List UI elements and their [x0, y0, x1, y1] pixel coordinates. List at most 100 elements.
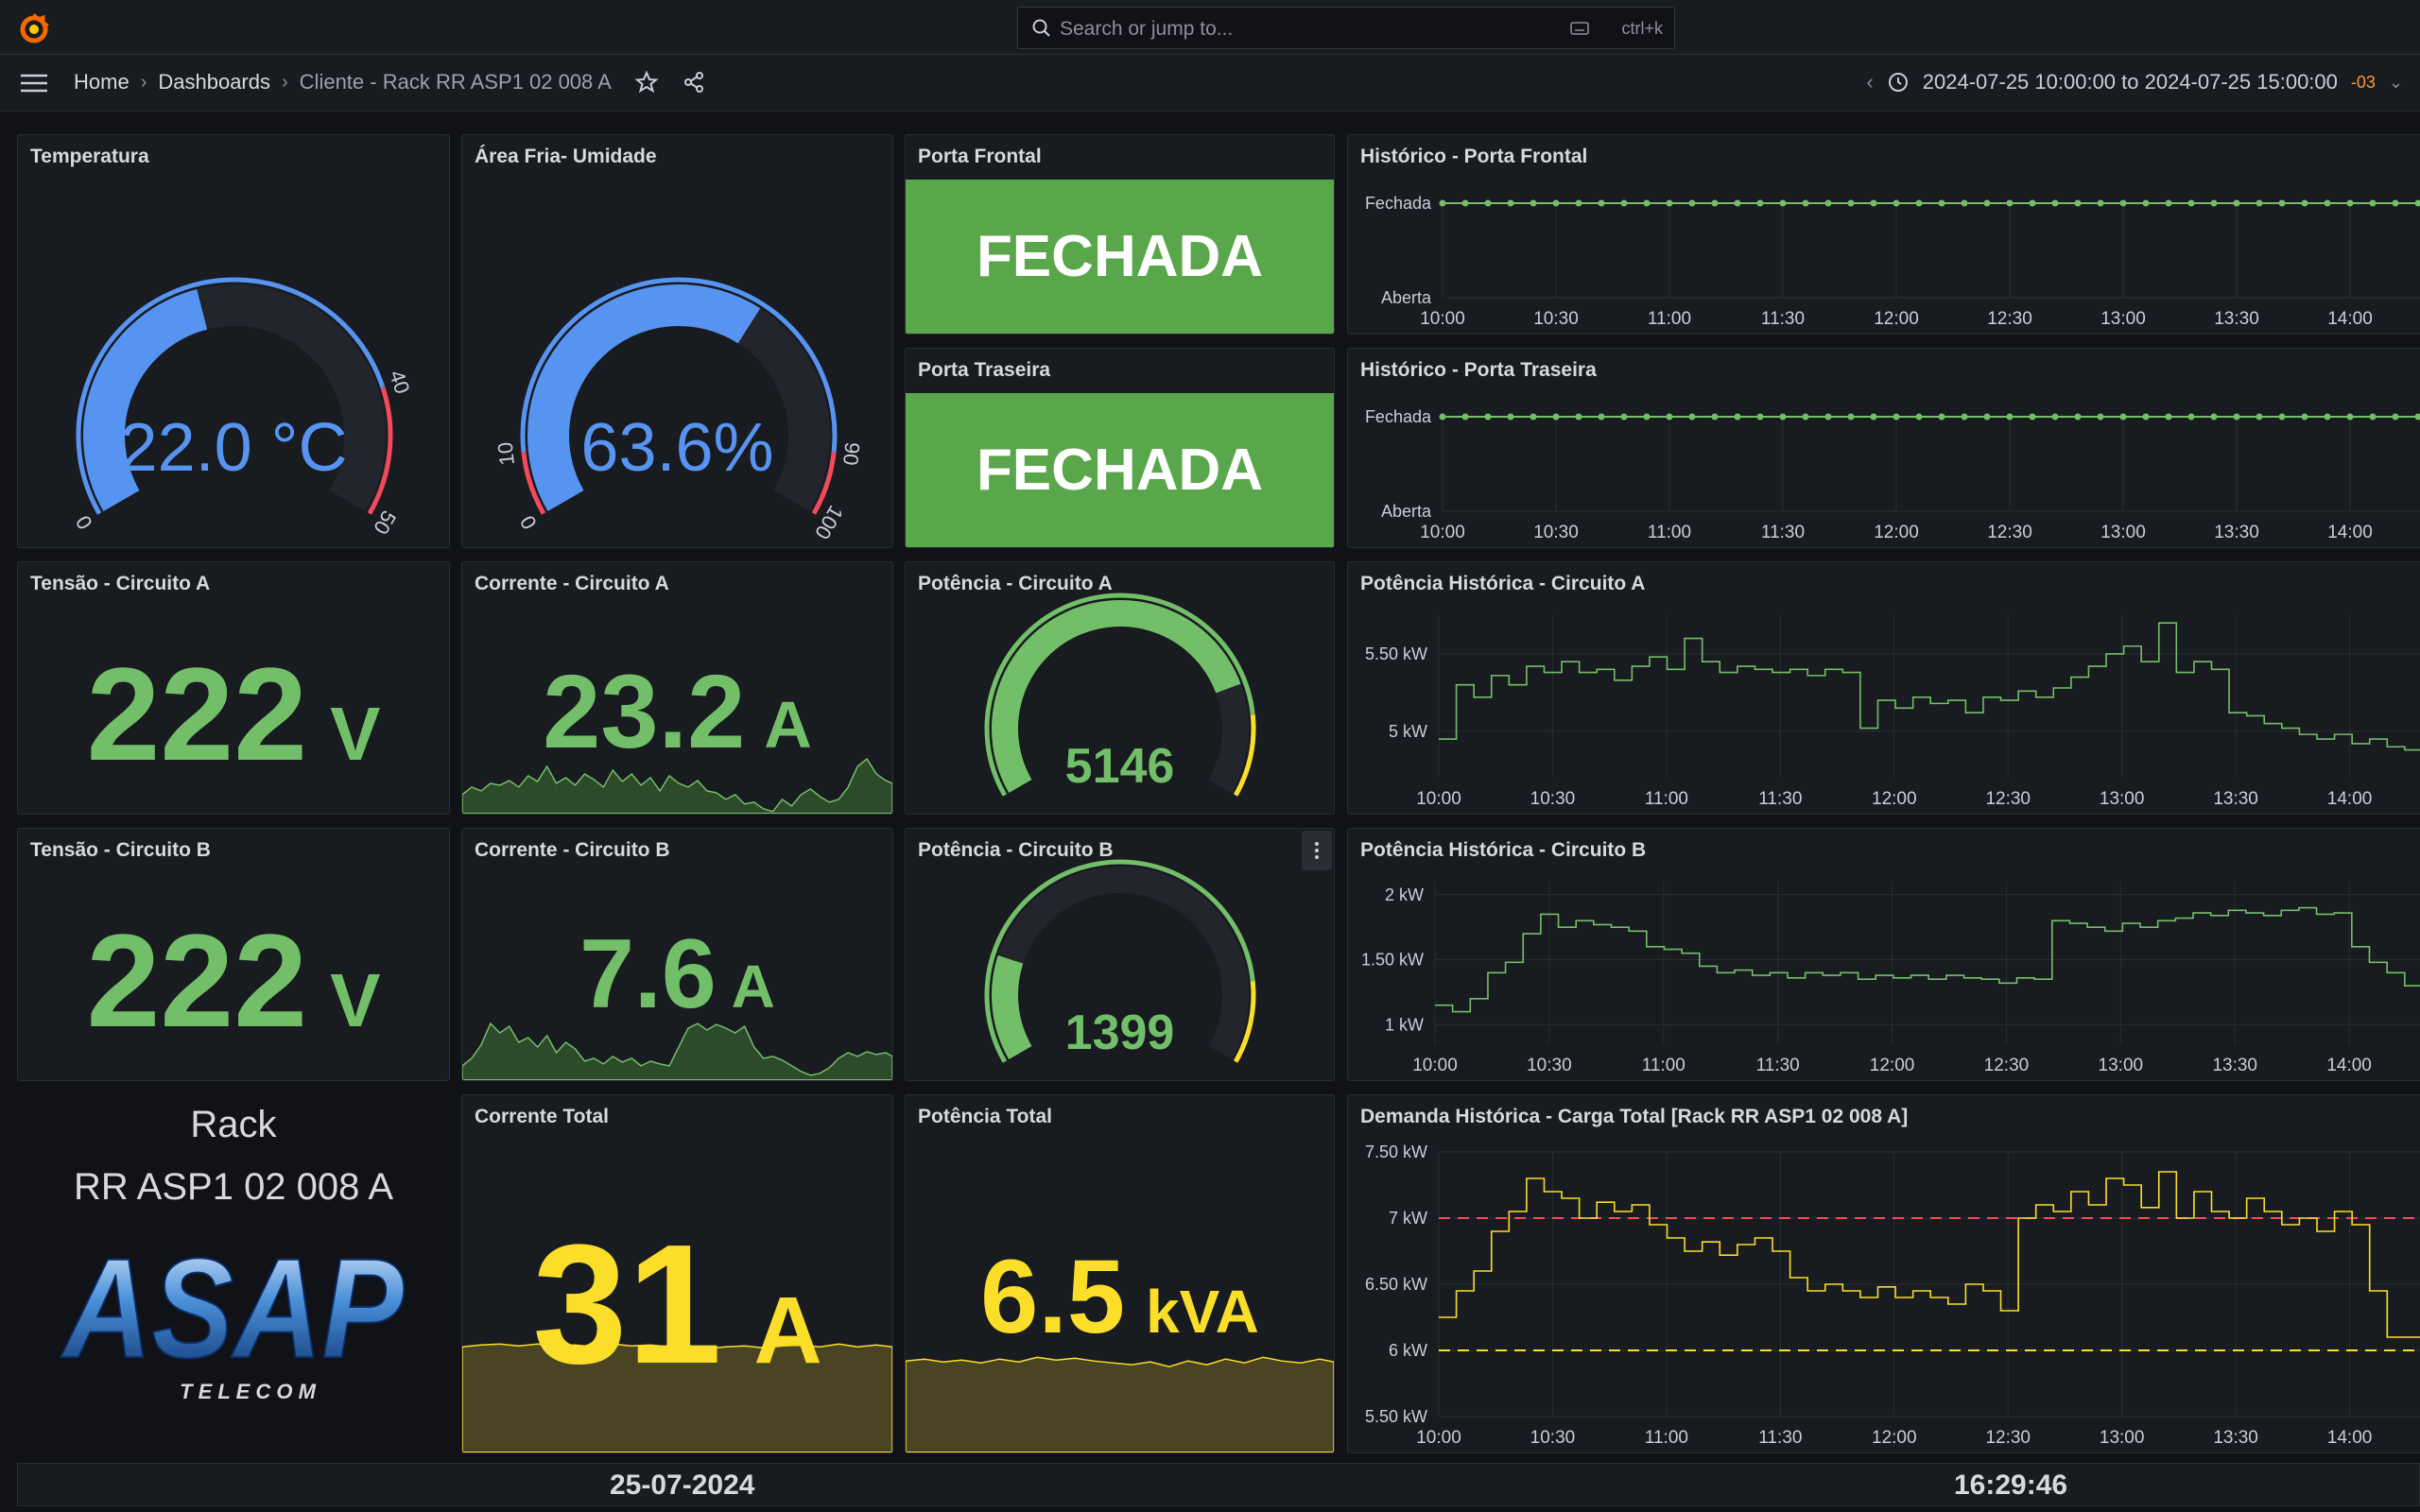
- breadcrumb: Home › Dashboards › Cliente - Rack RR AS…: [74, 70, 706, 94]
- y-tick-label: 1.50 kW: [1361, 951, 1424, 970]
- gauge-threshold-band: [811, 451, 837, 515]
- series-point: [2210, 413, 2218, 421]
- panel-title: Potência - Circuito A: [918, 573, 1113, 594]
- panel-corrente-total[interactable]: Corrente Total 31 A: [461, 1094, 893, 1453]
- panel-porta-traseira[interactable]: Porta Traseira FECHADA: [905, 348, 1335, 548]
- series-point: [1461, 199, 1469, 207]
- time-range-label: 2024-07-25 10:00:00 to 2024-07-25 15:00:…: [1922, 70, 2338, 94]
- panel-corrente-a[interactable]: Corrente - Circuito A 23.2 A: [461, 561, 893, 815]
- x-tick-label: 10:00: [1416, 789, 1461, 809]
- search-input[interactable]: Search or jump to... ctrl+k: [1017, 7, 1675, 49]
- series-point: [1802, 413, 1809, 421]
- breadcrumb-home[interactable]: Home: [74, 70, 130, 94]
- gauge-threshold-band: [1233, 714, 1256, 797]
- series-point: [1484, 199, 1492, 207]
- panel-historico-porta-traseira[interactable]: Histórico - Porta Traseira 10:00 10:30 11:…: [1347, 348, 2420, 548]
- series-point: [2187, 413, 2195, 421]
- star-icon[interactable]: [634, 70, 659, 94]
- panel-tensao-a[interactable]: Tensão - Circuito A 222 V: [17, 561, 450, 815]
- x-tick-label: 12:30: [1987, 523, 2032, 542]
- share-icon[interactable]: [682, 70, 706, 94]
- series-point: [2346, 413, 2354, 421]
- x-tick-label: 12:30: [1985, 789, 2031, 809]
- series-point: [1870, 199, 1877, 207]
- series-point: [2233, 413, 2240, 421]
- x-tick-label: 10:30: [1527, 1056, 1572, 1075]
- panel-title: Potência Histórica - Circuito A: [1360, 573, 1646, 594]
- panel-temperatura[interactable]: Temperatura 0 40 50 22.0 °C: [17, 134, 450, 548]
- panel-potencia-a[interactable]: Potência - Circuito A 5146: [905, 561, 1335, 815]
- series-point: [1915, 413, 1923, 421]
- panel-potencia-b[interactable]: Potência - Circuito B 1399: [905, 828, 1335, 1081]
- series-point: [1734, 199, 1741, 207]
- svg-text:ASAP: ASAP: [60, 1236, 405, 1387]
- panel-historico-porta-frontal[interactable]: Histórico - Porta Frontal 10:00 10:30 11:0…: [1347, 134, 2420, 335]
- series-point: [1575, 413, 1582, 421]
- series-point: [2233, 199, 2240, 207]
- x-tick-label: 13:00: [2100, 523, 2146, 542]
- time-range-picker[interactable]: ‹ 2024-07-25 10:00:00 to 2024-07-25 15:0…: [1866, 70, 2403, 94]
- hamburger-menu-icon[interactable]: [19, 72, 49, 94]
- voltage-b-value: 222 V: [86, 906, 381, 1055]
- door-front-history-chart: 10:00 10:30 11:00 11:30 12:00 12:30 13:00 13:30…: [1365, 194, 2420, 329]
- footer-bar: 25-07-2024 16:29:46: [17, 1463, 2420, 1506]
- series-point: [2119, 413, 2127, 421]
- x-tick-label: 14:00: [2327, 523, 2373, 542]
- panel-title: Histórico - Porta Frontal: [1360, 146, 1588, 167]
- chevron-down-icon[interactable]: ⌄: [2388, 72, 2403, 92]
- breadcrumb-dashboards[interactable]: Dashboards: [158, 70, 270, 94]
- panel-title: Potência Histórica - Circuito B: [1360, 839, 1647, 861]
- x-tick-label: 12:00: [1874, 523, 1919, 542]
- x-tick-label: 12:00: [1870, 1056, 1915, 1075]
- current-a-sparkline: [462, 757, 892, 814]
- x-tick-label: 13:30: [2214, 523, 2259, 542]
- x-tick-label: 12:00: [1874, 309, 1919, 329]
- series-point: [2097, 413, 2104, 421]
- series-point: [1779, 413, 1787, 421]
- panel-demanda-historica[interactable]: Demanda Histórica - Carga Total [Rack RR…: [1347, 1094, 2420, 1453]
- panel-potencia-historica-a[interactable]: Potência Histórica - Circuito A 10:00 10:…: [1347, 561, 2420, 815]
- x-tick-label: 10:00: [1420, 309, 1465, 329]
- chevron-left-icon[interactable]: ‹: [1866, 70, 1874, 94]
- series-point: [1938, 413, 1945, 421]
- series-point: [1756, 413, 1764, 421]
- series-point: [1530, 199, 1537, 207]
- panel-potencia-total[interactable]: Potência Total 6.5 kVA: [905, 1094, 1335, 1453]
- panel-menu-button[interactable]: [1302, 831, 1332, 870]
- panel-title: Corrente - Circuito A: [475, 573, 669, 594]
- humidity-value: 63.6%: [580, 410, 774, 486]
- series-point: [1734, 413, 1741, 421]
- gauge-tick-label: 10: [493, 441, 519, 467]
- total-current-sparkline: [462, 1343, 892, 1452]
- gauge-tick-label: 40: [385, 368, 414, 397]
- panel-umidade[interactable]: Área Fria- Umidade 0 10 90 100 63.6%: [461, 134, 893, 548]
- series-point: [2210, 199, 2218, 207]
- timezone-label: -03: [2350, 72, 2376, 92]
- x-tick-label: 10:00: [1416, 1428, 1461, 1448]
- panel-title: Tensão - Circuito B: [30, 839, 211, 861]
- power-a-history-chart: 10:00 10:30 11:00 11:30 12:00 12:30 13:00 13:30…: [1365, 615, 2420, 809]
- panel-title: Potência Total: [918, 1106, 1052, 1127]
- x-tick-label: 13:00: [2100, 309, 2146, 329]
- asap-telecom-logo: ASAP T E L E C O M: [60, 1236, 406, 1403]
- panel-corrente-b[interactable]: Corrente - Circuito B 7.6 A: [461, 828, 893, 1081]
- panel-potencia-historica-b[interactable]: Potência Histórica - Circuito B 10:00 10:…: [1347, 828, 2420, 1081]
- x-tick-label: 11:00: [1645, 1428, 1688, 1448]
- series-point: [1666, 413, 1673, 421]
- rack-label: Rack: [190, 1104, 277, 1145]
- x-tick-label: 10:30: [1530, 789, 1576, 809]
- panel-title: Histórico - Porta Traseira: [1360, 359, 1597, 381]
- y-tick-label: 6.50 kW: [1365, 1275, 1427, 1294]
- x-tick-label: 10:30: [1533, 523, 1579, 542]
- x-tick-label: 10:00: [1412, 1056, 1458, 1075]
- y-tick-label: Aberta: [1381, 502, 1432, 521]
- panel-title: Corrente Total: [475, 1106, 609, 1127]
- door-rear-history-chart: 10:00 10:30 11:00 11:30 12:00 12:30 13:00 13:30…: [1365, 407, 2420, 542]
- breadcrumb-current: Cliente - Rack RR ASP1 02 008 A: [299, 70, 612, 94]
- series-point: [1824, 413, 1832, 421]
- x-tick-label: 11:30: [1758, 789, 1802, 809]
- series-point: [2119, 199, 2127, 207]
- panel-tensao-b[interactable]: Tensão - Circuito B 222 V: [17, 828, 450, 1081]
- grafana-logo-icon[interactable]: [17, 11, 51, 45]
- panel-porta-frontal[interactable]: Porta Frontal FECHADA: [905, 134, 1335, 335]
